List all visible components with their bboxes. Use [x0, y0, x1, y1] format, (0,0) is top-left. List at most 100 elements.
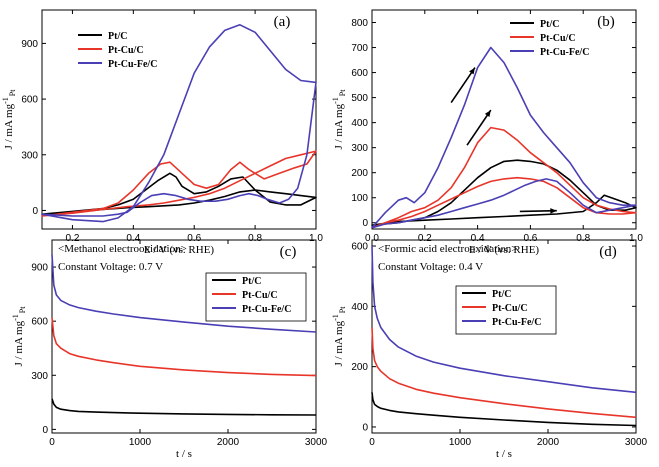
y-tick-label: 0: [362, 422, 368, 433]
arrow-head: [469, 67, 475, 75]
y-tick-label: 600: [351, 68, 368, 79]
panel-label: (c): [280, 244, 297, 260]
series-line-pt-cu-c: [371, 126, 637, 229]
legend-label: Pt-Cu/C: [242, 290, 278, 301]
x-tick-label: 0.6: [523, 233, 537, 244]
series-line-pt-c: [371, 392, 637, 427]
annotation-title: <Formic acid electrooxidation>: [378, 243, 517, 255]
x-tick-label: 0.6: [187, 233, 201, 244]
annotation-title: <Methanol electrooxidation>: [58, 243, 187, 255]
x-tick-label: 3000: [625, 437, 648, 448]
y-tick-label: 400: [351, 302, 368, 313]
x-axis-label: E / V (vs. RHE): [144, 244, 215, 256]
y-axis-label: J / mA mg-1Pt: [331, 89, 347, 150]
legend-label: Pt-Cu/C: [108, 45, 144, 56]
arrow-head: [484, 110, 491, 117]
panel-label: (a): [274, 14, 291, 30]
y-tick-label: 300: [351, 143, 368, 154]
y-axis-label-main: J / mA mg: [333, 320, 345, 366]
y-axis-label-sup: -1: [331, 314, 340, 321]
x-tick-label: 0.2: [65, 233, 79, 244]
y-tick-label: 300: [21, 150, 38, 161]
legend: Pt/C Pt-Cu/C Pt-Cu-Fe/C: [510, 19, 589, 58]
legend-label: Pt-Cu-Fe/C: [540, 47, 589, 58]
y-axis-label-main: J / mA mg: [333, 103, 345, 149]
x-axis-label: E / V (vs. RHE): [469, 244, 540, 256]
y-axis-label-main: J / mA mg: [3, 103, 15, 149]
y-tick-label: 900: [31, 263, 48, 274]
series-line-pt-cu-fe-c: [371, 245, 637, 394]
legend: Pt/C Pt-Cu/C Pt-Cu-Fe/C: [205, 272, 307, 322]
y-tick-label: 600: [351, 242, 368, 253]
y-axis-label: J / mA mg-1Pt: [1, 89, 17, 150]
panel-label: (d): [599, 244, 617, 260]
legend-label: Pt-Cu-Fe/C: [492, 317, 541, 328]
series-line-pt-cu-fe-c: [41, 24, 317, 223]
x-tick-label: 1000: [129, 437, 152, 448]
annotation-subtitle: Constant Voltage: 0.4 V: [378, 261, 483, 273]
panel-a: 0.2 0.4 0.6 0.8 1.0 0 300 600 900 E / V (vs. RHE)…: [1, 9, 323, 256]
scan-direction-arrow: [466, 109, 492, 146]
series-line-pt-cu-c: [41, 150, 317, 217]
x-tick-label: 0.4: [471, 233, 485, 244]
x-tick-label: 0.2: [418, 233, 432, 244]
plot-frame: [371, 9, 637, 230]
y-axis-label-sub: Pt: [18, 306, 27, 313]
y-tick-label: 800: [351, 18, 368, 29]
legend-label: Pt-Cu-Fe/C: [242, 304, 291, 315]
y-axis-label: J / mA mg-1Pt: [331, 306, 347, 367]
series-line-pt-cu-c: [371, 327, 637, 419]
x-tick-label: 0.0: [365, 233, 379, 244]
y-axis-label-sup: -1: [331, 97, 340, 104]
x-tick-label: 0.8: [248, 233, 262, 244]
y-axis-label-sub: Pt: [338, 89, 347, 96]
series-line-pt-c: [41, 172, 317, 215]
y-tick-label: 200: [351, 362, 368, 373]
y-axis-label-sub: Pt: [338, 306, 347, 313]
legend-label: Pt/C: [242, 276, 261, 287]
arrow-head: [550, 208, 557, 214]
x-axis-label: t / s: [496, 448, 512, 460]
legend-label: Pt/C: [540, 19, 559, 30]
y-tick-label: 0: [362, 218, 368, 229]
series-line-pt-cu-c: [51, 317, 317, 377]
y-tick-label: 900: [21, 39, 38, 50]
series-line-pt-c: [51, 398, 317, 416]
legend-label: Pt-Cu/C: [492, 303, 528, 314]
x-tick-label: 2000: [217, 437, 240, 448]
y-tick-label: 700: [351, 43, 368, 54]
plot-frame: [51, 239, 317, 434]
legend-label: Pt/C: [108, 31, 127, 42]
y-tick-label: 0: [42, 425, 48, 436]
y-tick-label: 0: [32, 206, 38, 217]
x-tick-label: 0.8: [576, 233, 590, 244]
x-tick-label: 1.0: [309, 233, 323, 244]
x-tick-label: 3000: [305, 437, 328, 448]
x-tick-label: 0.4: [126, 233, 140, 244]
y-tick-label: 100: [351, 193, 368, 204]
panel-b: 0.0 0.2 0.4 0.6 0.8 1.0 0 100 200 300 400 500 600 700…: [331, 9, 643, 256]
y-tick-label: 400: [351, 118, 368, 129]
y-tick-label: 500: [351, 93, 368, 104]
y-axis-label-main: J / mA mg: [13, 320, 25, 366]
series-line-pt-cu-fe-c: [51, 254, 317, 333]
series-line-pt-cu-fe-c: [371, 46, 637, 229]
y-tick-label: 300: [31, 371, 48, 382]
y-axis-label-sup: -1: [11, 314, 20, 321]
legend-label: Pt/C: [492, 289, 511, 300]
x-tick-label: 0: [369, 437, 375, 448]
x-axis-label: t / s: [176, 448, 192, 460]
y-tick-label: 200: [351, 168, 368, 179]
annotation-subtitle: Constant Voltage: 0.7 V: [58, 261, 163, 273]
y-tick-label: 600: [31, 317, 48, 328]
legend-label: Pt-Cu/C: [540, 33, 576, 44]
x-tick-label: 1.0: [629, 233, 643, 244]
y-axis-label-sup: -1: [1, 97, 10, 104]
legend: Pt/C Pt-Cu/C Pt-Cu-Fe/C: [455, 285, 557, 335]
plot-frame: [41, 9, 317, 230]
legend-label: Pt-Cu-Fe/C: [108, 59, 157, 70]
x-tick-label: 0: [49, 437, 55, 448]
